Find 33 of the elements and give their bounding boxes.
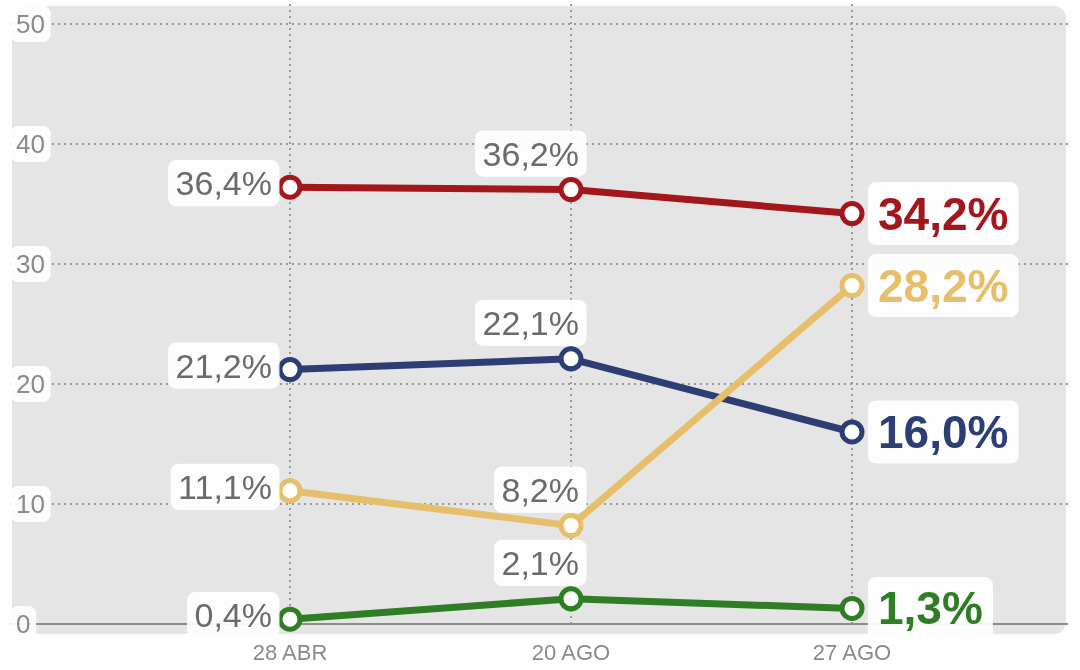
y-tick-label: 10 (16, 489, 45, 519)
point (558, 586, 584, 612)
data-label: 16,0% (878, 406, 1009, 458)
point (558, 513, 584, 539)
point (558, 177, 584, 203)
x-tick-label: 28 ABR (252, 639, 328, 665)
point (839, 419, 865, 445)
data-label: 1,3% (878, 582, 983, 635)
y-tick-label: 20 (16, 369, 45, 399)
x-tick-label: 27 AGO (812, 639, 892, 665)
data-label: 28,2% (878, 259, 1009, 312)
data-label: 22,1% (482, 303, 579, 342)
y-tick-label: 0 (16, 609, 31, 639)
data-label: 21,2% (175, 346, 272, 385)
x-tick-label: 20 AGO (531, 639, 611, 665)
point (277, 478, 303, 504)
data-label: 36,4% (175, 164, 272, 203)
point (839, 273, 865, 299)
data-label: 36,2% (482, 134, 579, 173)
point (558, 346, 584, 372)
y-tick-label: 40 (16, 129, 45, 159)
data-label: 2,1% (501, 543, 579, 582)
point (277, 174, 303, 200)
point (277, 357, 303, 383)
data-label: 34,2% (878, 187, 1009, 240)
point (839, 201, 865, 227)
y-tick-label: 30 (16, 249, 45, 279)
point (277, 606, 303, 632)
data-label: 0,4% (194, 596, 272, 635)
data-label: 11,1% (178, 467, 272, 506)
data-label: 8,2% (501, 470, 579, 509)
point (839, 595, 865, 621)
y-tick-label: 50 (16, 9, 45, 39)
